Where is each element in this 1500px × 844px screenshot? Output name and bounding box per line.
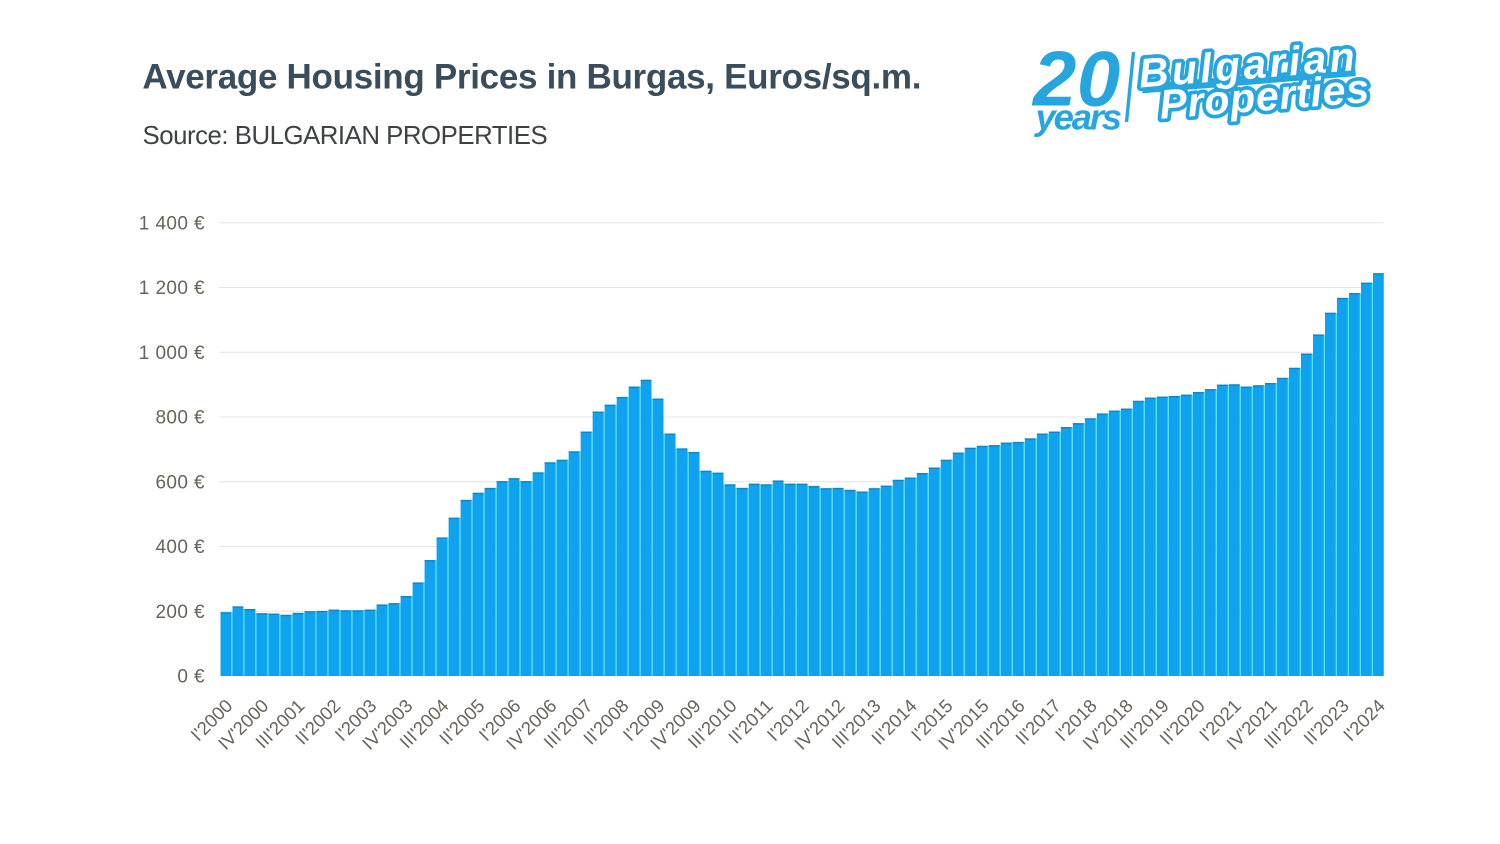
- svg-text:Average Housing Prices in Burg: Average Housing Prices in Burgas, Euros/…: [142, 58, 921, 97]
- svg-text:20: 20: [1031, 35, 1121, 123]
- svg-text:years: years: [1034, 96, 1122, 137]
- svg-text:800 €: 800 €: [155, 408, 205, 429]
- svg-text:600 €: 600 €: [155, 472, 205, 493]
- svg-text:400 €: 400 €: [155, 537, 205, 558]
- svg-text:1 400 €: 1 400 €: [139, 213, 205, 234]
- svg-text:1 200 €: 1 200 €: [139, 278, 205, 299]
- svg-text:0 €: 0 €: [177, 667, 205, 688]
- svg-text:Source: BULGARIAN PROPERTIES: Source: BULGARIAN PROPERTIES: [143, 122, 548, 150]
- svg-text:200 €: 200 €: [155, 602, 205, 623]
- svg-text:1 000 €: 1 000 €: [139, 343, 205, 364]
